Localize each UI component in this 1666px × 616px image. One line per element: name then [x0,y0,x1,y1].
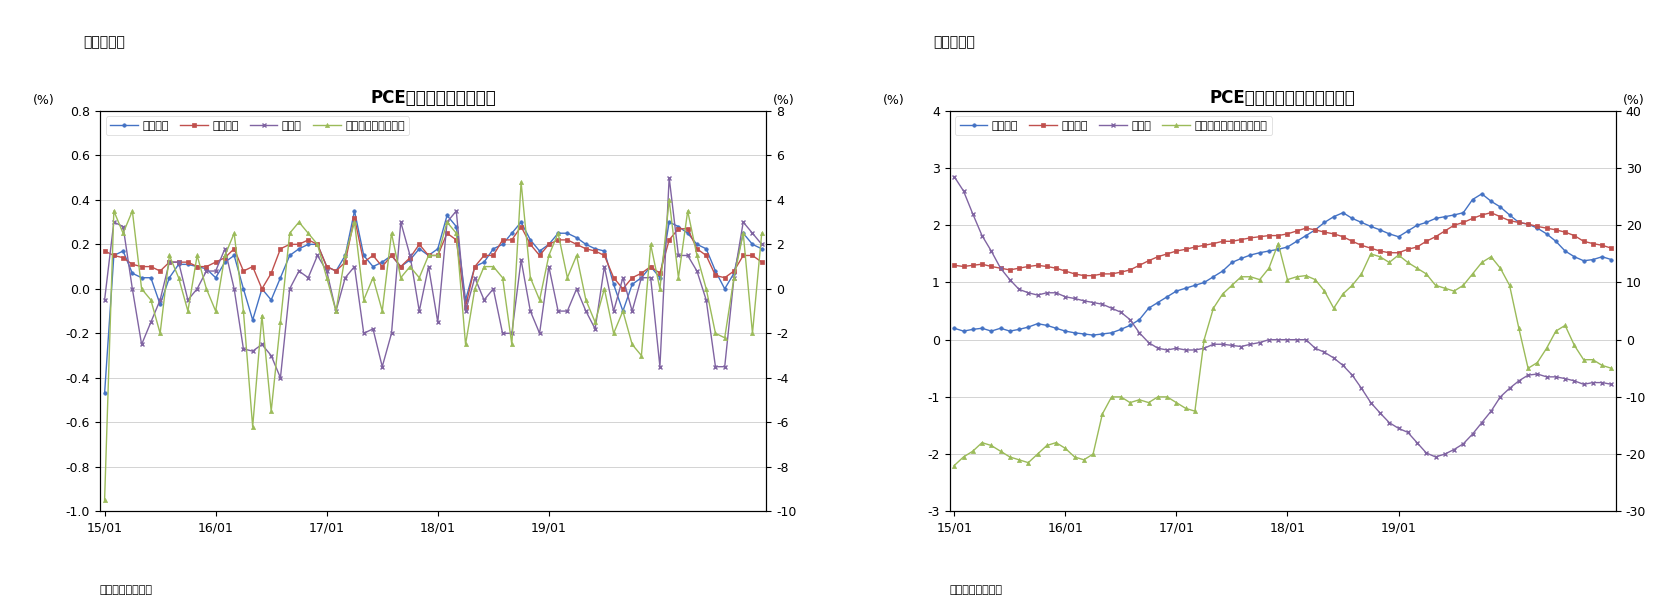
Title: PCE価格指数（前年同月比）: PCE価格指数（前年同月比） [1210,89,1356,107]
Text: （注）季節調整済: （注）季節調整済 [100,585,153,595]
Text: （図表６）: （図表６） [83,35,125,49]
Text: (%): (%) [773,94,795,107]
Text: (%): (%) [883,94,905,107]
Text: （注）季節調整済: （注）季節調整済 [950,585,1003,595]
Title: PCE価格指数（前月比）: PCE価格指数（前月比） [370,89,496,107]
Text: （図表７）: （図表７） [933,35,975,49]
Legend: 総合指数, コア指数, 食料品, エネルギー関連（右軸）: 総合指数, コア指数, 食料品, エネルギー関連（右軸） [955,116,1273,136]
Legend: 総合指数, コア指数, 食料品, エネルギー（右軸）: 総合指数, コア指数, 食料品, エネルギー（右軸） [105,116,410,136]
Text: (%): (%) [1623,94,1644,107]
Text: (%): (%) [33,94,55,107]
